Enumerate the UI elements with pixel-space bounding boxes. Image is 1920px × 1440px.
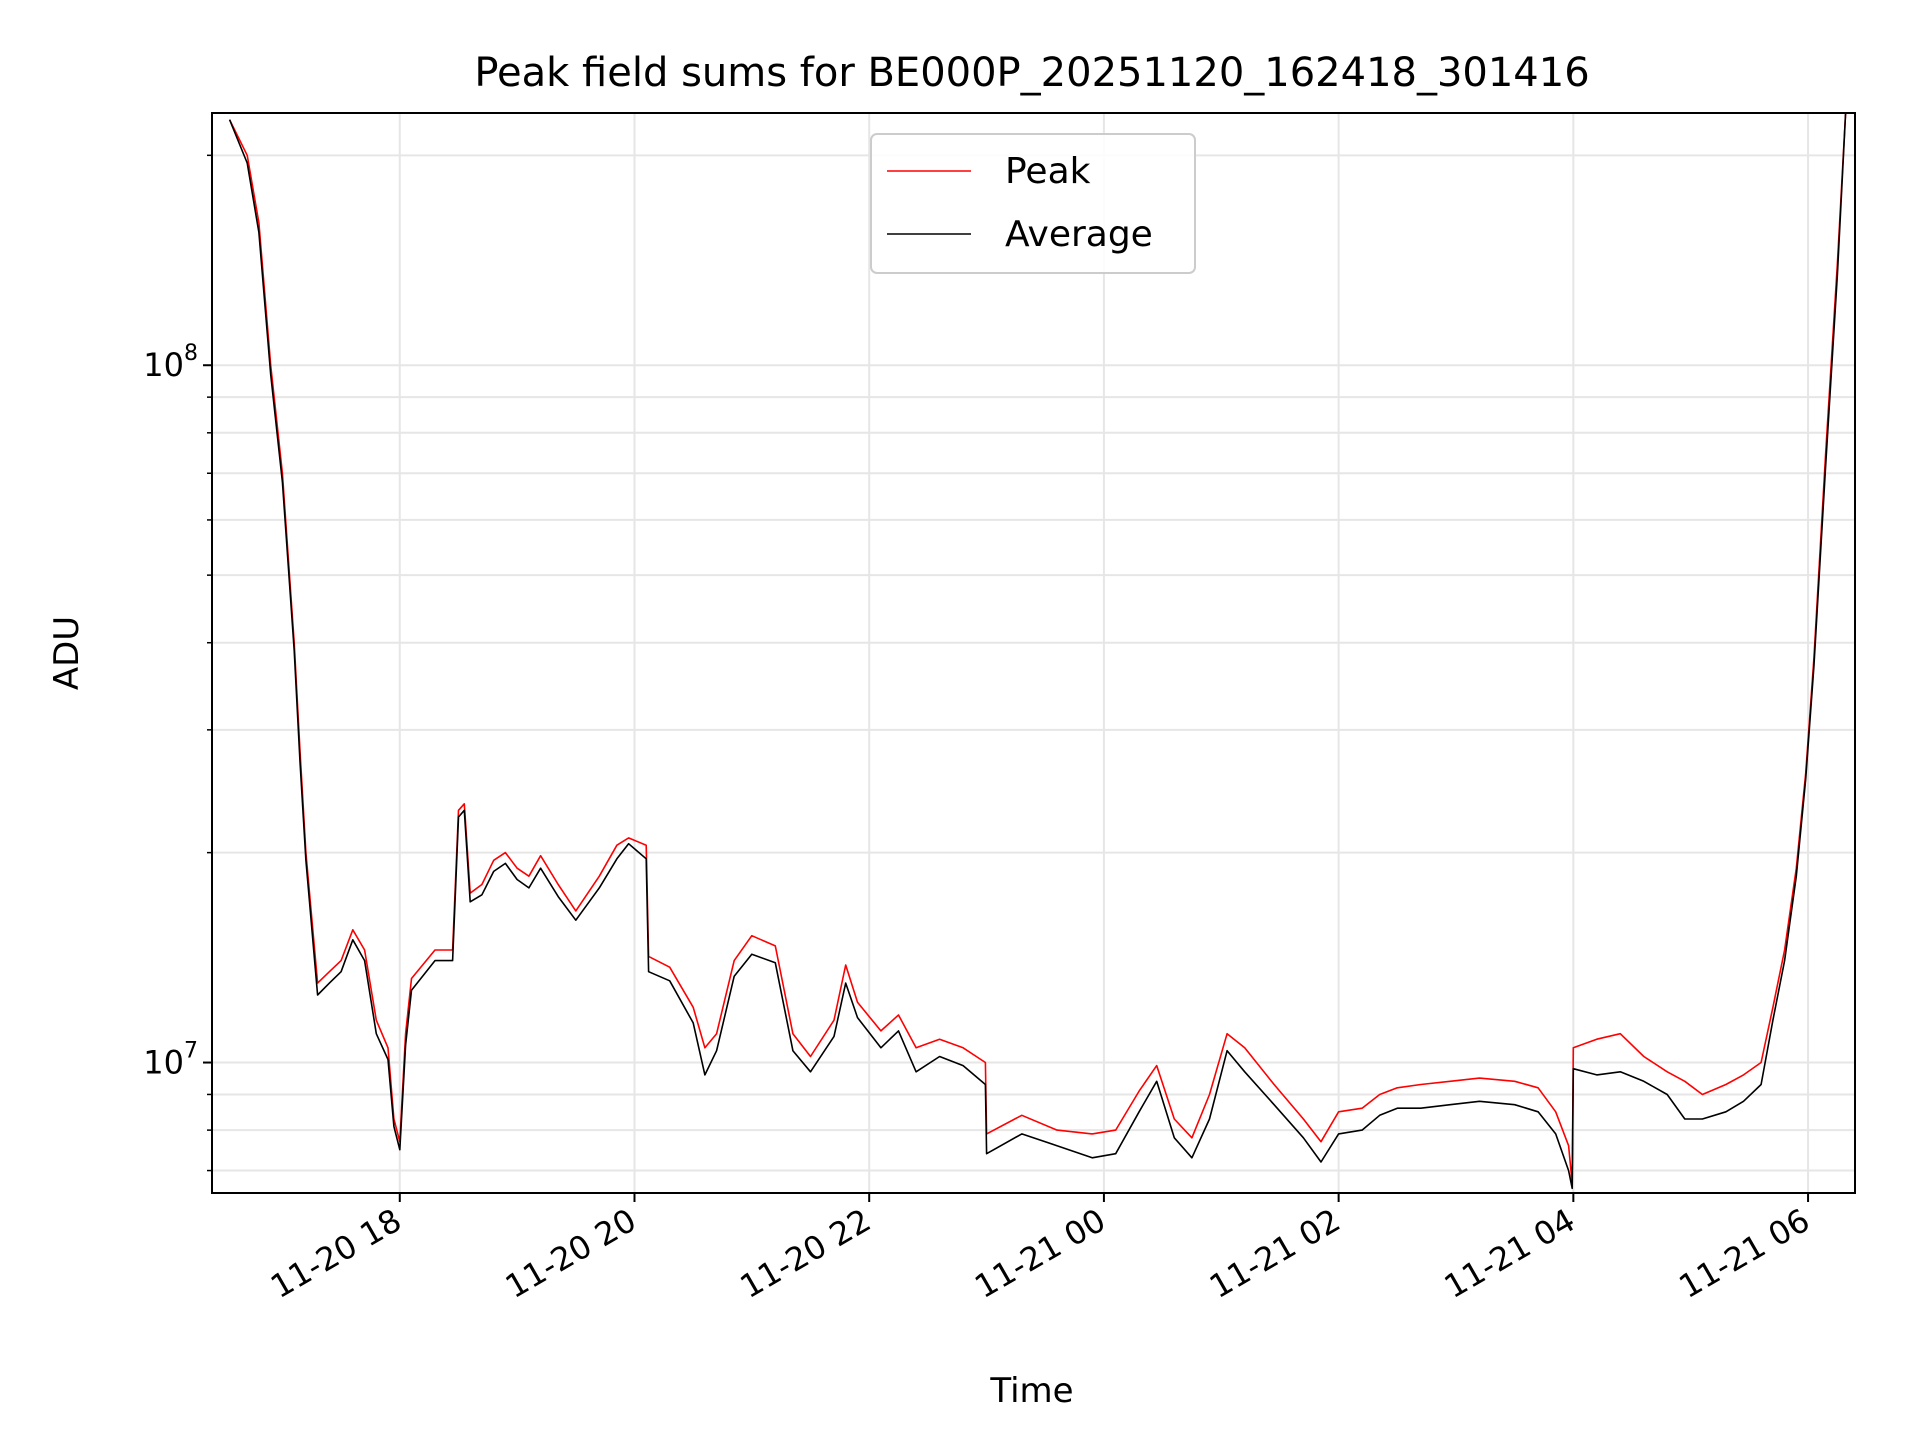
legend-box — [870, 133, 1196, 274]
y-axis: 107 108 — [143, 154, 212, 1172]
grid — [212, 113, 1855, 1193]
legend: Peak Average — [870, 133, 1196, 274]
y-axis-label: ADU — [47, 616, 87, 690]
plot-frame — [211, 112, 1856, 1194]
x-axis-label: Time — [989, 1371, 1073, 1411]
legend-label-average: Average — [1005, 214, 1153, 255]
y-tick-label: 108 — [143, 341, 198, 384]
series-line-average — [228, 113, 1847, 1190]
y-tick-label: 107 — [143, 1039, 198, 1082]
chart-title: Peak field sums for BE000P_20251120_1624… — [474, 50, 1589, 96]
legend-label-peak: Peak — [1005, 151, 1091, 192]
series-layer — [228, 113, 1847, 1190]
